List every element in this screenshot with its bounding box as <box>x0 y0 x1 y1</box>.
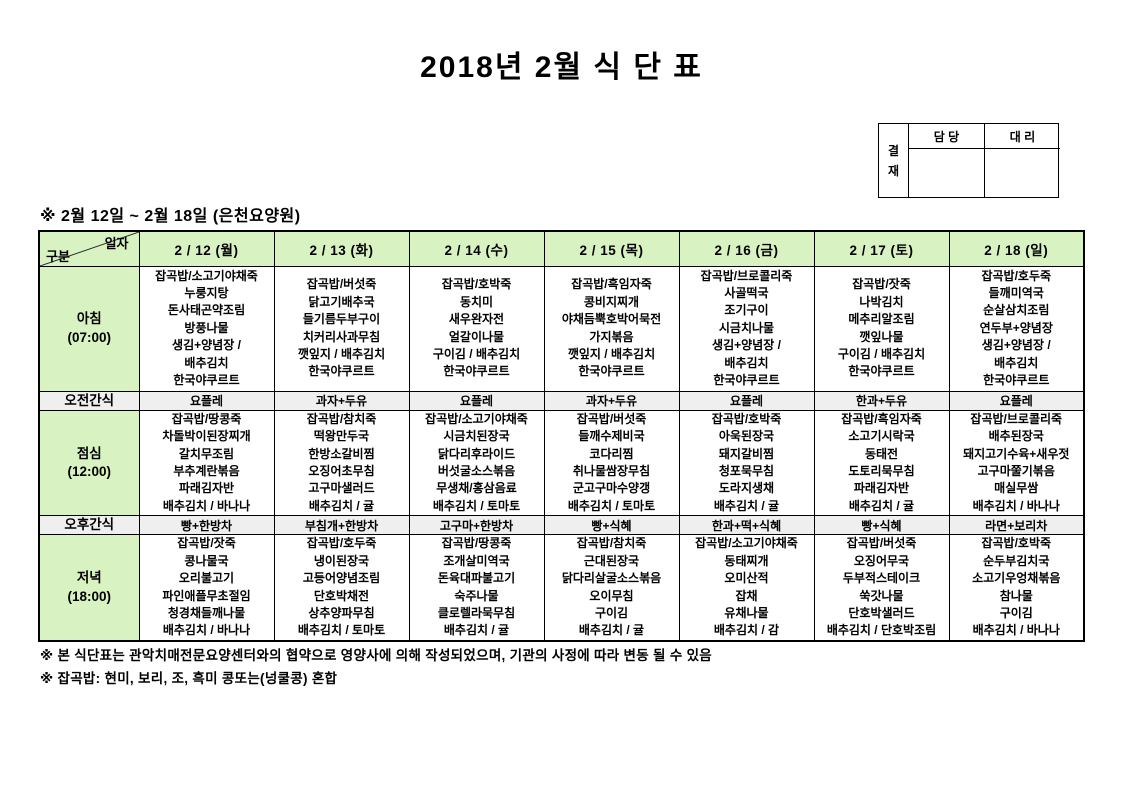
row-label-breakfast: 아침 (07:00) <box>38 265 140 392</box>
menu-row-breakfast: 아침 (07:00) 잡곡밥/소고기야채죽 누룽지탕 돈사태곤약조림 방풍나물 생김+양념장… <box>38 265 1085 392</box>
snack-cell-am-snack-day1: 과자+두유 <box>273 390 410 411</box>
meal-cell-lunch-day0: 잡곡밥/땅콩죽 차돌박이된장찌개 갈치무조림 부추계란볶음 파래김자반 배추김치 / 바나… <box>138 409 275 517</box>
day-header-6: 2 / 18 (일) <box>948 230 1085 267</box>
meal-cell-breakfast-day4: 잡곡밥/브로콜리죽 사골떡국 조기구이 시금치나물 생김+양념장 / 배추김치 한국야쿠르트 <box>678 265 815 392</box>
meal-cell-lunch-day5: 잡곡밥/흑임자죽 소고기시락국 동태전 도토리묵무침 파래김자반 배추김치 / 귤 <box>813 409 950 517</box>
day-header-row: 일자 구분 2 / 12 (월) 2 / 13 (화) 2 / 14 (수) 2 / … <box>38 230 1085 267</box>
approval-header-daeri: 대 리 <box>984 124 1060 149</box>
approval-stamp-label: 결재 <box>887 143 900 178</box>
menu-row-am-snack: 오전간식 요플레 과자+두유 요플레 과자+두유 요플레 한과+두유 요플레 <box>38 390 1085 411</box>
snack-cell-pm-snack-day3: 빵+식혜 <box>543 515 680 536</box>
corner-label-category: 구분 <box>46 248 70 264</box>
snack-cell-am-snack-day3: 과자+두유 <box>543 390 680 411</box>
approval-sign-cell-daeri <box>984 149 1060 198</box>
row-label-dinner: 저녁 (18:00) <box>38 534 140 642</box>
meal-cell-breakfast-day2: 잡곡밥/호박죽 동치미 새우완자전 얼갈이나물 구이김 / 배추김치 한국야쿠르트 <box>408 265 545 392</box>
approval-box: 결재 담 당 대 리 <box>878 123 1060 198</box>
snack-cell-am-snack-day4: 요플레 <box>678 390 815 411</box>
meal-cell-lunch-day1: 잡곡밥/참치죽 떡왕만두국 한방소갈비찜 오징어초무침 고구마샐러드 배추김치 / 귤 <box>273 409 410 517</box>
day-header-0: 2 / 12 (월) <box>138 230 275 267</box>
meal-cell-dinner-day0: 잡곡밥/잣죽 콩나물국 오리불고기 파인애플무초절임 청경채들깨나물 배추김치 / 바나나 <box>138 534 275 642</box>
snack-cell-am-snack-day5: 한과+두유 <box>813 390 950 411</box>
note-agreement: ※ 본 식단표는 관악치매전문요양센터와의 협약으로 영양사에 의해 작성되었으… <box>40 648 713 663</box>
meal-cell-breakfast-day0: 잡곡밥/소고기야채죽 누룽지탕 돈사태곤약조림 방풍나물 생김+양념장 / 배추김치 한국야… <box>138 265 275 392</box>
approval-header-damdang: 담 당 <box>908 124 984 149</box>
menu-table: 일자 구분 2 / 12 (월) 2 / 13 (화) 2 / 14 (수) 2 / … <box>38 230 1085 642</box>
menu-row-pm-snack: 오후간식 빵+한방차 부침개+한방차 고구마+한방차 빵+식혜 한과+떡+식혜 빵+식혜 라면… <box>38 515 1085 536</box>
day-header-5: 2 / 17 (토) <box>813 230 950 267</box>
meal-cell-lunch-day2: 잡곡밥/소고기야채죽 시금치된장국 닭다리후라이드 버섯굴소스볶음 무생채/홍삼음료 배추… <box>408 409 545 517</box>
meal-cell-dinner-day1: 잡곡밥/호두죽 냉이된장국 고등어양념조림 단호박채전 상추양파무침 배추김치 / 토마토 <box>273 534 410 642</box>
corner-cell: 일자 구분 <box>38 230 140 267</box>
note-multigrain: ※ 잡곡밥: 현미, 보리, 조, 흑미 콩또는(넝쿨콩) 혼합 <box>40 671 338 686</box>
meal-cell-dinner-day6: 잡곡밥/호박죽 순두부김치국 소고기우엉채볶음 참나물 구이김 배추김치 / 바나나 <box>948 534 1085 642</box>
row-label-lunch: 점심 (12:00) <box>38 409 140 517</box>
footer-notes: ※ 본 식단표는 관악치매전문요양센터와의 협약으로 영양사에 의해 작성되었으… <box>40 644 712 690</box>
row-label-pm-snack: 오후간식 <box>38 515 140 536</box>
page-title: 2018년 2월 식 단 표 <box>420 51 703 84</box>
meal-cell-lunch-day3: 잡곡밥/버섯죽 들깨수제비국 코다리찜 취나물쌈장무침 군고구마수양갱 배추김치 / 토마… <box>543 409 680 517</box>
meal-cell-dinner-day5: 잡곡밥/버섯죽 오징어무국 두부적스테이크 쑥갓나물 단호박샐러드 배추김치 / 단호박조… <box>813 534 950 642</box>
day-header-4: 2 / 16 (금) <box>678 230 815 267</box>
snack-cell-pm-snack-day2: 고구마+한방차 <box>408 515 545 536</box>
day-header-2: 2 / 14 (수) <box>408 230 545 267</box>
snack-cell-pm-snack-day0: 빵+한방차 <box>138 515 275 536</box>
menu-row-dinner: 저녁 (18:00) 잡곡밥/잣죽 콩나물국 오리불고기 파인애플무초절임 청경채들깨나물 배… <box>38 534 1085 642</box>
meal-cell-lunch-day6: 잡곡밥/브로콜리죽 배추된장국 돼지고기수육+새우젓 고구마쭐기볶음 매실무쌈 배추김치 … <box>948 409 1085 517</box>
corner-label-date: 일자 <box>104 236 129 251</box>
meal-cell-lunch-day4: 잡곡밥/호박죽 아욱된장국 돼지갈비찜 청포묵무침 도라지생채 배추김치 / 귤 <box>678 409 815 517</box>
meal-cell-breakfast-day5: 잡곡밥/잣죽 나박김치 메추리알조림 깻잎나물 구이김 / 배추김치 한국야쿠르트 <box>813 265 950 392</box>
row-label-am-snack: 오전간식 <box>38 390 140 411</box>
day-header-3: 2 / 15 (목) <box>543 230 680 267</box>
snack-cell-am-snack-day0: 요플레 <box>138 390 275 411</box>
approval-sign-cell-damdang <box>908 149 984 198</box>
meal-cell-dinner-day3: 잡곡밥/참치죽 근대된장국 닭다리살굴소스볶음 오이무침 구이김 배추김치 / 귤 <box>543 534 680 642</box>
snack-cell-pm-snack-day1: 부침개+한방차 <box>273 515 410 536</box>
meal-cell-breakfast-day6: 잡곡밥/호두죽 들깨미역국 순살삼치조림 연두부+양념장 생김+양념장 / 배추김치 한국야… <box>948 265 1085 392</box>
meal-cell-dinner-day2: 잡곡밥/땅콩죽 조개살미역국 돈육대파불고기 숙주나물 클로렐라묵무침 배추김치 / 귤 <box>408 534 545 642</box>
snack-cell-pm-snack-day4: 한과+떡+식혜 <box>678 515 815 536</box>
snack-cell-am-snack-day6: 요플레 <box>948 390 1085 411</box>
snack-cell-pm-snack-day6: 라면+보리차 <box>948 515 1085 536</box>
meal-cell-dinner-day4: 잡곡밥/소고기야채죽 동태찌개 오미산적 잡채 유채나물 배추김치 / 감 <box>678 534 815 642</box>
day-header-1: 2 / 13 (화) <box>273 230 410 267</box>
meal-cell-breakfast-day3: 잡곡밥/흑임자죽 콩비지찌개 야채듬뿍호박어묵전 가지볶음 깻잎지 / 배추김치 한국야쿠… <box>543 265 680 392</box>
menu-row-lunch: 점심 (12:00) 잡곡밥/땅콩죽 차돌박이된장찌개 갈치무조림 부추계란볶음 파래김자반… <box>38 409 1085 517</box>
meal-cell-breakfast-day1: 잡곡밥/버섯죽 닭고기배추국 들기름두부구이 치커리사과무침 깻잎지 / 배추김치 한국야… <box>273 265 410 392</box>
snack-cell-am-snack-day2: 요플레 <box>408 390 545 411</box>
snack-cell-pm-snack-day5: 빵+식혜 <box>813 515 950 536</box>
week-range-subtitle: ※ 2월 12일 ~ 2월 18일 (은천요양원) <box>40 208 301 225</box>
